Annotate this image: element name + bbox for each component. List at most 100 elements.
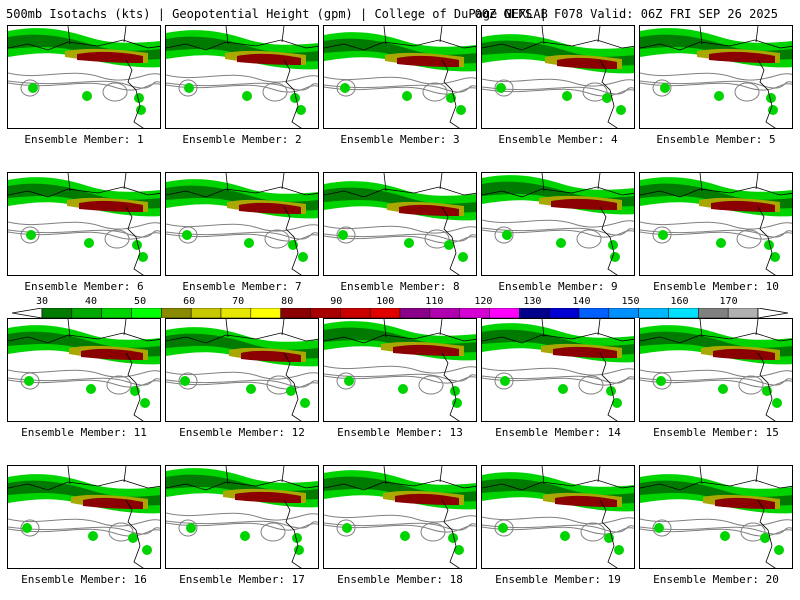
colorbar: 30 40 50 60 70 80 90 100 110 120 130 140 150 160 170 bbox=[12, 296, 788, 318]
ensemble-map-panel bbox=[323, 465, 477, 569]
ensemble-map-panel bbox=[481, 25, 635, 129]
colorbar-tick-label: 150 bbox=[621, 296, 640, 307]
colorbar-low-arrow bbox=[12, 308, 43, 318]
ensemble-map bbox=[482, 319, 634, 421]
ensemble-member-label: Ensemble Member: 19 bbox=[495, 573, 621, 586]
ensemble-map bbox=[324, 173, 476, 275]
product-title: 500mb Isotachs (kts) | Geopotential Heig… bbox=[6, 7, 548, 21]
ensemble-map bbox=[324, 26, 476, 128]
colorbar-tick-label: 40 bbox=[85, 296, 98, 307]
ensemble-map-panel bbox=[323, 172, 477, 276]
colorbar-segment bbox=[369, 308, 401, 318]
ensemble-member-label: Ensemble Member: 1 bbox=[24, 133, 144, 146]
ensemble-member-label: Ensemble Member: 5 bbox=[656, 133, 776, 146]
ensemble-map bbox=[8, 466, 160, 568]
colorbar-tick-label: 100 bbox=[376, 296, 395, 307]
colorbar-segment bbox=[310, 308, 341, 318]
colorbar-segment bbox=[429, 308, 460, 318]
colorbar-tick-label: 110 bbox=[425, 296, 444, 307]
ensemble-member-label: Ensemble Member: 7 bbox=[182, 280, 302, 293]
ensemble-member-label: Ensemble Member: 15 bbox=[653, 426, 779, 439]
ensemble-map bbox=[8, 173, 160, 275]
ensemble-member-label: Ensemble Member: 6 bbox=[24, 280, 144, 293]
ensemble-map bbox=[324, 319, 476, 421]
ensemble-member-label: Ensemble Member: 8 bbox=[340, 280, 460, 293]
ensemble-member-label: Ensemble Member: 13 bbox=[337, 426, 463, 439]
colorbar-segment bbox=[578, 308, 610, 318]
map-title-bar: 500mb Isotachs (kts) | Geopotential Heig… bbox=[6, 5, 796, 23]
ensemble-map-panel bbox=[165, 172, 319, 276]
colorbar-segment bbox=[280, 308, 311, 318]
colorbar-tick-label: 160 bbox=[670, 296, 689, 307]
ensemble-map-panel bbox=[165, 465, 319, 569]
ensemble-member-label: Ensemble Member: 14 bbox=[495, 426, 621, 439]
colorbar-tick-label: 120 bbox=[474, 296, 493, 307]
colorbar-segment bbox=[519, 308, 550, 318]
ensemble-map bbox=[482, 173, 634, 275]
ensemble-map bbox=[482, 26, 634, 128]
ensemble-map-panel bbox=[165, 25, 319, 129]
colorbar-segment bbox=[668, 308, 699, 318]
ensemble-map-panel bbox=[7, 465, 161, 569]
valid-time: 00Z GEFS | F078 Valid: 06Z FRI SEP 26 20… bbox=[474, 7, 778, 21]
ensemble-member-label: Ensemble Member: 20 bbox=[653, 573, 779, 586]
ensemble-map-panel bbox=[7, 172, 161, 276]
ensemble-map-panel bbox=[639, 25, 793, 129]
ensemble-member-label: Ensemble Member: 12 bbox=[179, 426, 305, 439]
colorbar-segment bbox=[161, 308, 192, 318]
colorbar-segment bbox=[548, 308, 580, 318]
colorbar-segment bbox=[399, 308, 431, 318]
colorbar-segment bbox=[638, 308, 669, 318]
ensemble-member-label: Ensemble Member: 11 bbox=[21, 426, 147, 439]
ensemble-map-panel bbox=[639, 172, 793, 276]
colorbar-tick-label: 130 bbox=[523, 296, 542, 307]
colorbar-tick-label: 70 bbox=[232, 296, 245, 307]
ensemble-map-panel bbox=[481, 172, 635, 276]
ensemble-member-label: Ensemble Member: 4 bbox=[498, 133, 618, 146]
ensemble-map bbox=[166, 319, 318, 421]
colorbar-segment bbox=[459, 308, 490, 318]
ensemble-member-label: Ensemble Member: 10 bbox=[653, 280, 779, 293]
ensemble-map-panel bbox=[7, 25, 161, 129]
ensemble-map bbox=[166, 26, 318, 128]
colorbar-segment bbox=[489, 308, 520, 318]
ensemble-map-panel bbox=[323, 318, 477, 422]
ensemble-map bbox=[166, 173, 318, 275]
colorbar-segment bbox=[727, 308, 759, 318]
colorbar-segment bbox=[340, 308, 371, 318]
colorbar-segment bbox=[71, 308, 102, 318]
colorbar-scale bbox=[12, 308, 788, 318]
ensemble-map-panel bbox=[323, 25, 477, 129]
ensemble-member-label: Ensemble Member: 2 bbox=[182, 133, 302, 146]
colorbar-tick-label: 140 bbox=[572, 296, 591, 307]
ensemble-map bbox=[640, 26, 792, 128]
colorbar-segment bbox=[250, 308, 281, 318]
colorbar-segment bbox=[698, 308, 729, 318]
ensemble-member-label: Ensemble Member: 18 bbox=[337, 573, 463, 586]
ensemble-map-panel bbox=[481, 465, 635, 569]
colorbar-segment bbox=[608, 308, 639, 318]
ensemble-map-panel bbox=[639, 318, 793, 422]
colorbar-tick-label: 50 bbox=[134, 296, 147, 307]
ensemble-map bbox=[640, 319, 792, 421]
colorbar-segment bbox=[190, 308, 222, 318]
colorbar-segment bbox=[101, 308, 132, 318]
colorbar-segment bbox=[220, 308, 252, 318]
ensemble-map bbox=[8, 319, 160, 421]
colorbar-tick-label: 60 bbox=[183, 296, 196, 307]
ensemble-member-label: Ensemble Member: 3 bbox=[340, 133, 460, 146]
ensemble-member-label: Ensemble Member: 16 bbox=[21, 573, 147, 586]
colorbar-high-arrow bbox=[757, 308, 788, 318]
ensemble-map bbox=[324, 466, 476, 568]
ensemble-map-panel bbox=[639, 465, 793, 569]
ensemble-map bbox=[640, 173, 792, 275]
colorbar-segment bbox=[41, 308, 73, 318]
colorbar-tick-label: 90 bbox=[330, 296, 343, 307]
colorbar-tick-label: 170 bbox=[719, 296, 738, 307]
colorbar-tick-label: 80 bbox=[281, 296, 294, 307]
colorbar-tick-label: 30 bbox=[35, 296, 49, 307]
ensemble-map-panel bbox=[481, 318, 635, 422]
ensemble-map bbox=[640, 466, 792, 568]
ensemble-member-label: Ensemble Member: 17 bbox=[179, 573, 305, 586]
ensemble-map bbox=[482, 466, 634, 568]
